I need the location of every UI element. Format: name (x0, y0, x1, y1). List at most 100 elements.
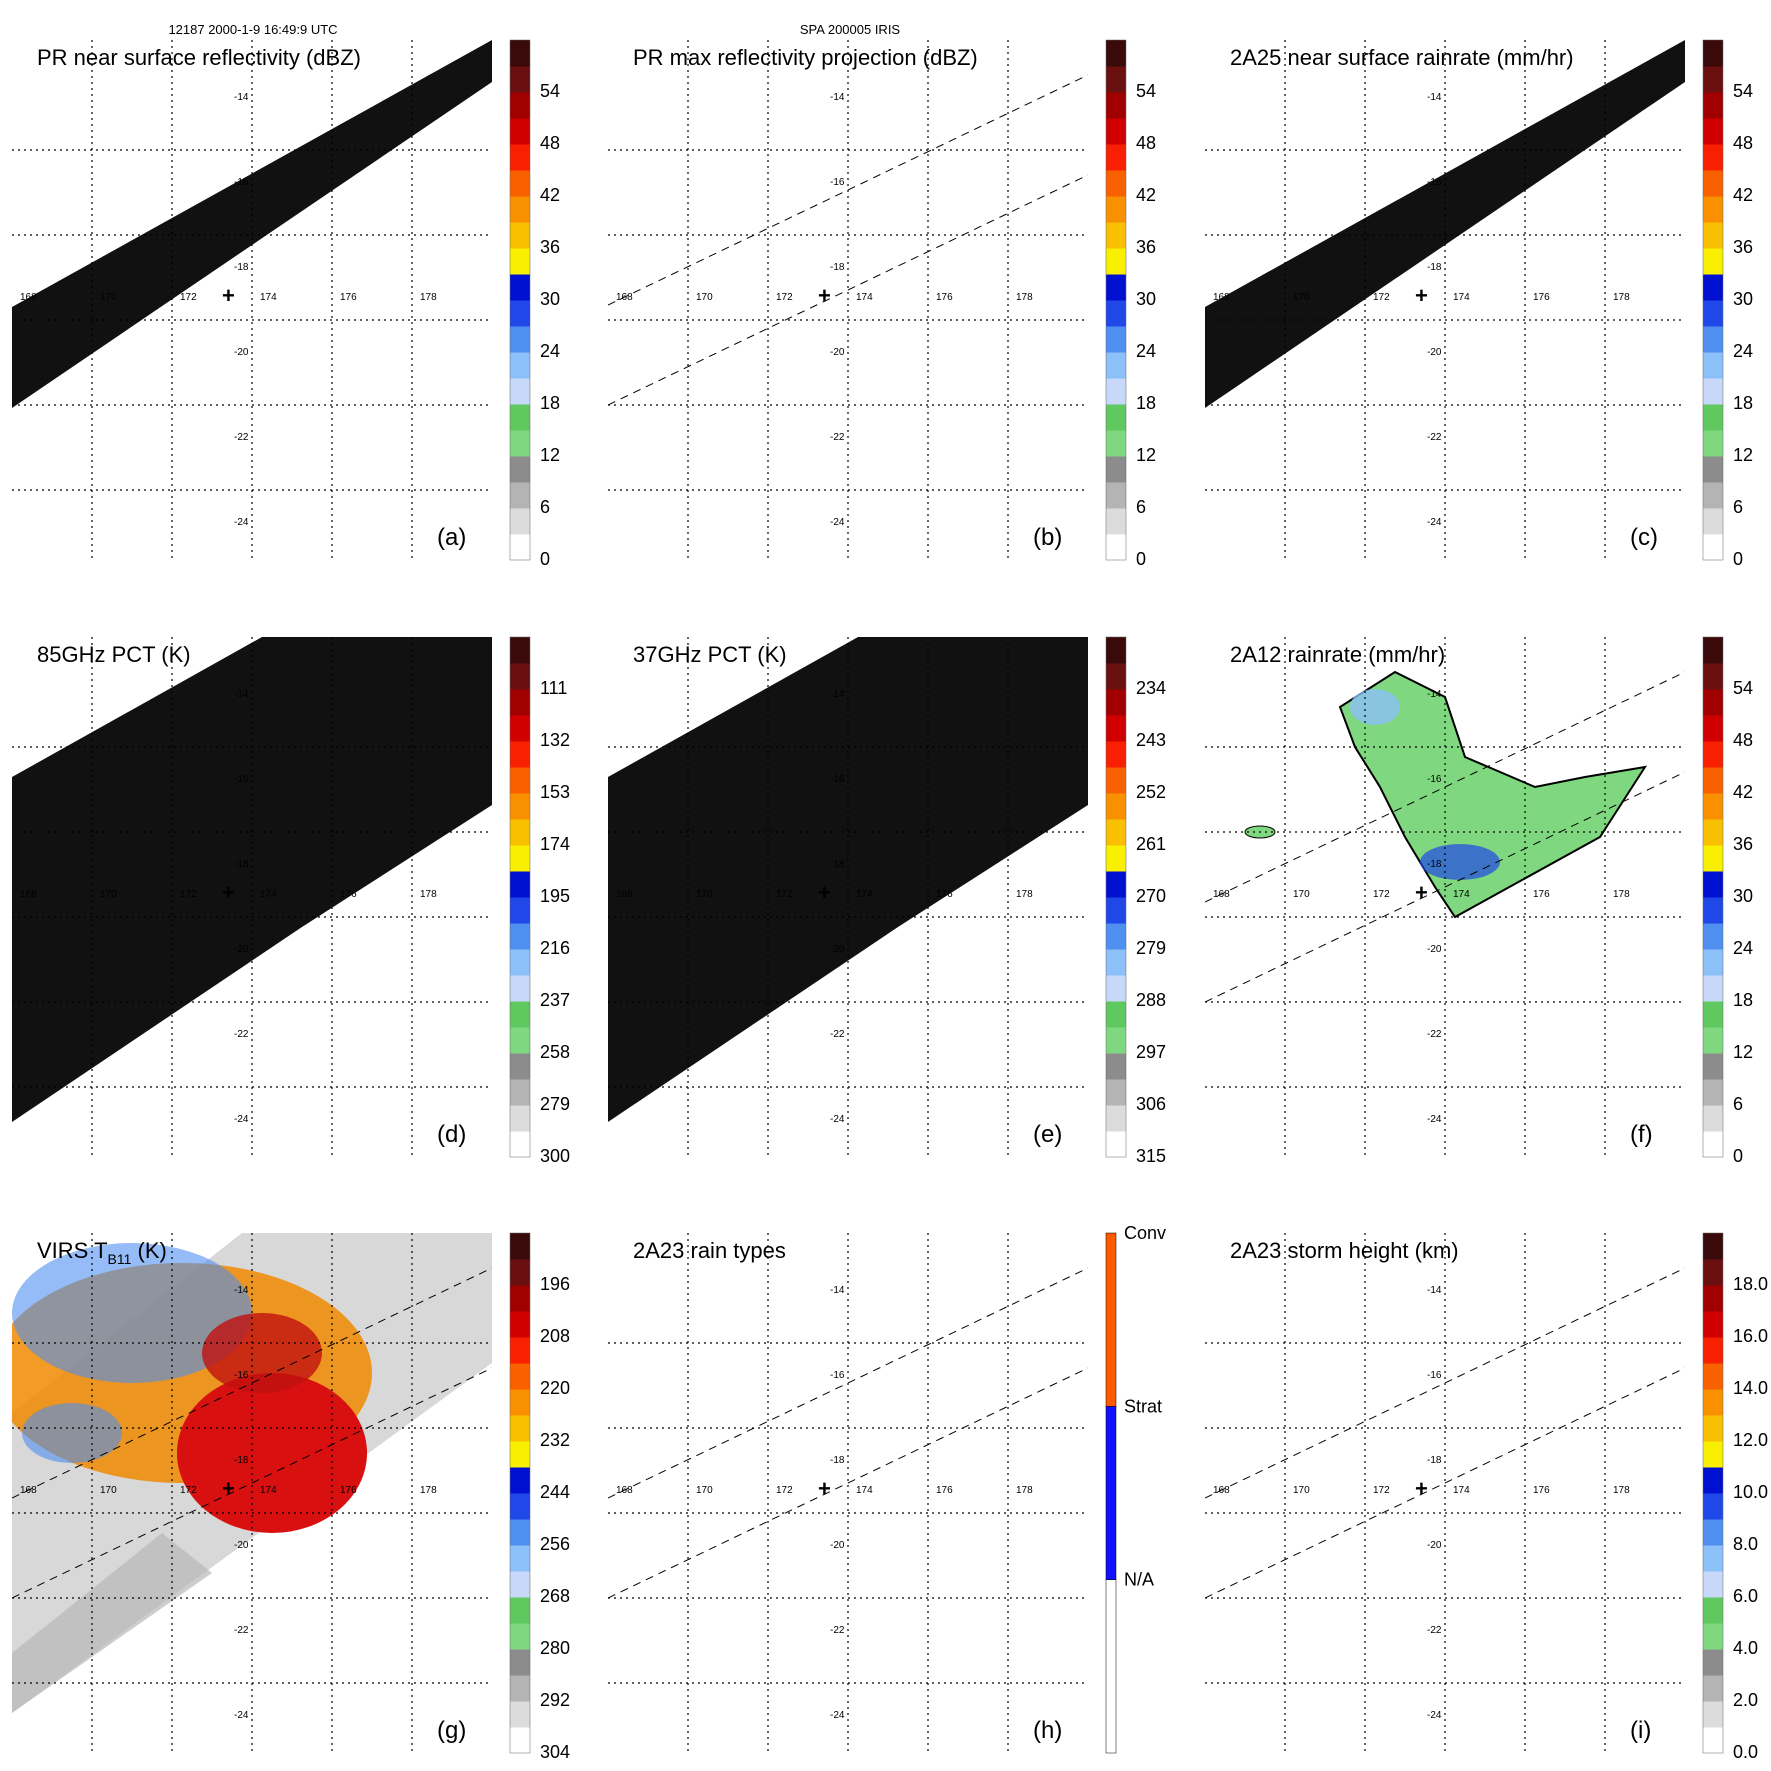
center-marker-e: + (818, 880, 831, 905)
swath-c (1205, 40, 1685, 408)
colorbar-seg-e-5 (1106, 1001, 1126, 1028)
track-north-g (12, 1267, 492, 1499)
colorbar-seg-d-16 (510, 715, 530, 742)
colorbar-seg-a-9 (510, 300, 530, 327)
lon-tick-i-0: 168 (1213, 1485, 1230, 1496)
colorbar-seg-h-2 (1105, 1232, 1117, 1407)
lon-tick-c-5: 178 (1613, 292, 1630, 303)
colorbar-tick-e-6: 261 (1136, 834, 1166, 854)
colorbar-seg-d-18 (510, 663, 530, 690)
lon-tick-b-2: 172 (776, 292, 793, 303)
lon-tick-i-2: 172 (1373, 1485, 1390, 1496)
lat-tick-g-1: -16 (234, 1370, 249, 1381)
colorbar-tick-c-8: 48 (1733, 133, 1753, 153)
lat-tick-e-5: -24 (830, 1114, 845, 1125)
colorbar-seg-a-12 (510, 222, 530, 249)
lat-tick-d-1: -16 (234, 774, 249, 785)
lat-tick-c-0: -14 (1427, 92, 1442, 103)
colorbar-tick-h-1: Strat (1124, 1396, 1162, 1416)
lon-tick-f-0: 168 (1213, 889, 1230, 900)
colorbar-seg-a-5 (510, 404, 530, 431)
panel-label-b: (b) (1033, 524, 1062, 551)
colorbar-seg-g-9 (510, 1493, 530, 1520)
lon-tick-a-2: 172 (180, 292, 197, 303)
lat-tick-h-0: -14 (830, 1285, 845, 1296)
colorbar-tick-f-8: 48 (1733, 730, 1753, 750)
colorbar-tick-e-8: 243 (1136, 730, 1166, 750)
colorbar-seg-g-17 (510, 1285, 530, 1312)
lat-tick-c-2: -18 (1427, 262, 1442, 273)
colorbar-seg-e-6 (1106, 975, 1126, 1002)
panel-c: 168 170 172 174 176 178 -14 -16 -18 -20 -22 -24 +2A2… (1205, 39, 1753, 569)
colorbar-seg-i-0 (1703, 1727, 1723, 1754)
colorbar-tick-d-4: 216 (540, 938, 570, 958)
lon-tick-d-5: 178 (420, 889, 437, 900)
track-north-i (1205, 1267, 1685, 1499)
colorbar-seg-e-3 (1106, 1053, 1126, 1080)
colorbar-seg-h-1 (1105, 1406, 1117, 1580)
colorbar-seg-b-18 (1106, 66, 1126, 93)
colorbar-seg-b-9 (1106, 300, 1126, 327)
colorbar-seg-f-14 (1703, 767, 1723, 794)
colorbar-seg-d-17 (510, 689, 530, 716)
lon-tick-g-5: 178 (420, 1485, 437, 1496)
track-south-i (1205, 1367, 1685, 1599)
lon-tick-d-2: 172 (180, 889, 197, 900)
panel-label-h: (h) (1033, 1717, 1062, 1744)
colorbar-seg-e-4 (1106, 1027, 1126, 1054)
lon-tick-i-5: 178 (1613, 1485, 1630, 1496)
colorbar-tick-a-5: 30 (540, 289, 560, 309)
colorbar-seg-i-18 (1703, 1259, 1723, 1286)
colorbar-tick-b-5: 30 (1136, 289, 1156, 309)
center-marker-a: + (222, 283, 235, 308)
panel-label-e: (e) (1033, 1121, 1062, 1148)
colorbar-seg-d-12 (510, 819, 530, 846)
lat-tick-c-5: -24 (1427, 517, 1442, 528)
track-south-f (1205, 771, 1685, 1003)
center-marker-g: + (222, 1476, 235, 1501)
colorbar-seg-g-12 (510, 1415, 530, 1442)
colorbar-seg-d-2 (510, 1079, 530, 1106)
colorbar-tick-g-4: 256 (540, 1534, 570, 1554)
swath-a (12, 40, 492, 408)
colorbar-seg-i-15 (1703, 1337, 1723, 1364)
colorbar-seg-g-14 (510, 1363, 530, 1390)
panel-label-a: (a) (437, 524, 466, 551)
lon-tick-c-1: 170 (1293, 292, 1310, 303)
colorbar-tick-a-4: 24 (540, 341, 560, 361)
track-south-b (608, 174, 1088, 406)
lat-tick-d-5: -24 (234, 1114, 249, 1125)
colorbar-seg-g-13 (510, 1389, 530, 1416)
colorbar-seg-f-16 (1703, 715, 1723, 742)
swath-d (12, 637, 492, 1122)
lat-tick-b-5: -24 (830, 517, 845, 528)
colorbar-tick-b-8: 48 (1136, 133, 1156, 153)
lon-tick-h-4: 176 (936, 1485, 953, 1496)
panel-label-c: (c) (1630, 524, 1658, 551)
colorbar-seg-c-7 (1703, 352, 1723, 379)
colorbar-seg-a-0 (510, 534, 530, 561)
colorbar-seg-a-10 (510, 274, 530, 301)
track-north-f (1205, 671, 1685, 903)
colorbar-seg-b-15 (1106, 144, 1126, 171)
colorbar-tick-i-8: 16.0 (1733, 1326, 1768, 1346)
track-south-g (12, 1367, 492, 1599)
colorbar-seg-i-16 (1703, 1311, 1723, 1338)
colorbar-tick-f-3: 18 (1733, 990, 1753, 1010)
lat-tick-c-4: -22 (1427, 432, 1442, 443)
lat-tick-g-4: -22 (234, 1625, 249, 1636)
lat-tick-h-3: -20 (830, 1540, 845, 1551)
colorbar-seg-a-2 (510, 482, 530, 509)
colorbar-seg-d-19 (510, 637, 530, 664)
lon-tick-f-3: 174 (1453, 889, 1470, 900)
lon-tick-c-2: 172 (1373, 292, 1390, 303)
header-left: 12187 2000-1-9 16:49:9 UTC (168, 22, 337, 37)
panel-label-f: (f) (1630, 1121, 1653, 1148)
colorbar-seg-e-11 (1106, 845, 1126, 872)
colorbar-seg-c-0 (1703, 534, 1723, 561)
colorbar-seg-h-0 (1105, 1579, 1117, 1754)
colorbar-tick-i-1: 2.0 (1733, 1690, 1758, 1710)
colorbar-seg-c-17 (1703, 92, 1723, 119)
colorbar-seg-f-17 (1703, 689, 1723, 716)
center-marker-i: + (1415, 1476, 1428, 1501)
